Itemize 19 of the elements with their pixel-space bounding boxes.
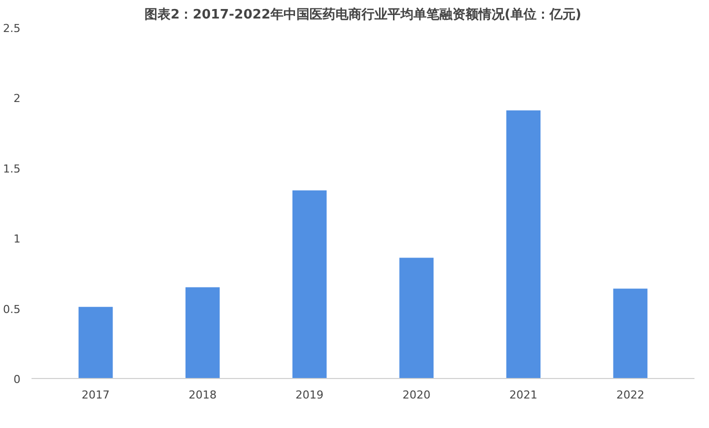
y-tick-label: 0: [14, 373, 20, 386]
y-tick-label: 2.5: [3, 22, 21, 35]
x-tick-label: 2021: [509, 388, 538, 402]
chart-title: 图表2：2017-2022年中国医药电商行业平均单笔融资额情况(单位：亿元): [144, 6, 582, 22]
x-tick-label: 2017: [82, 388, 110, 402]
x-tick-label: 2018: [188, 388, 217, 402]
x-tick-label: 2022: [616, 388, 644, 402]
bar: [78, 306, 113, 378]
bar: [185, 287, 220, 378]
bar: [399, 258, 434, 378]
bar: [292, 190, 327, 378]
bar: [506, 110, 541, 378]
y-tick-label: 0.5: [3, 302, 21, 316]
y-tick-label: 2: [14, 92, 20, 106]
x-tick-label: 2020: [402, 388, 430, 402]
y-tick-label: 1: [14, 232, 20, 246]
y-tick-label: 1.5: [3, 162, 21, 176]
bar: [613, 288, 648, 378]
x-tick-label: 2019: [296, 388, 324, 402]
